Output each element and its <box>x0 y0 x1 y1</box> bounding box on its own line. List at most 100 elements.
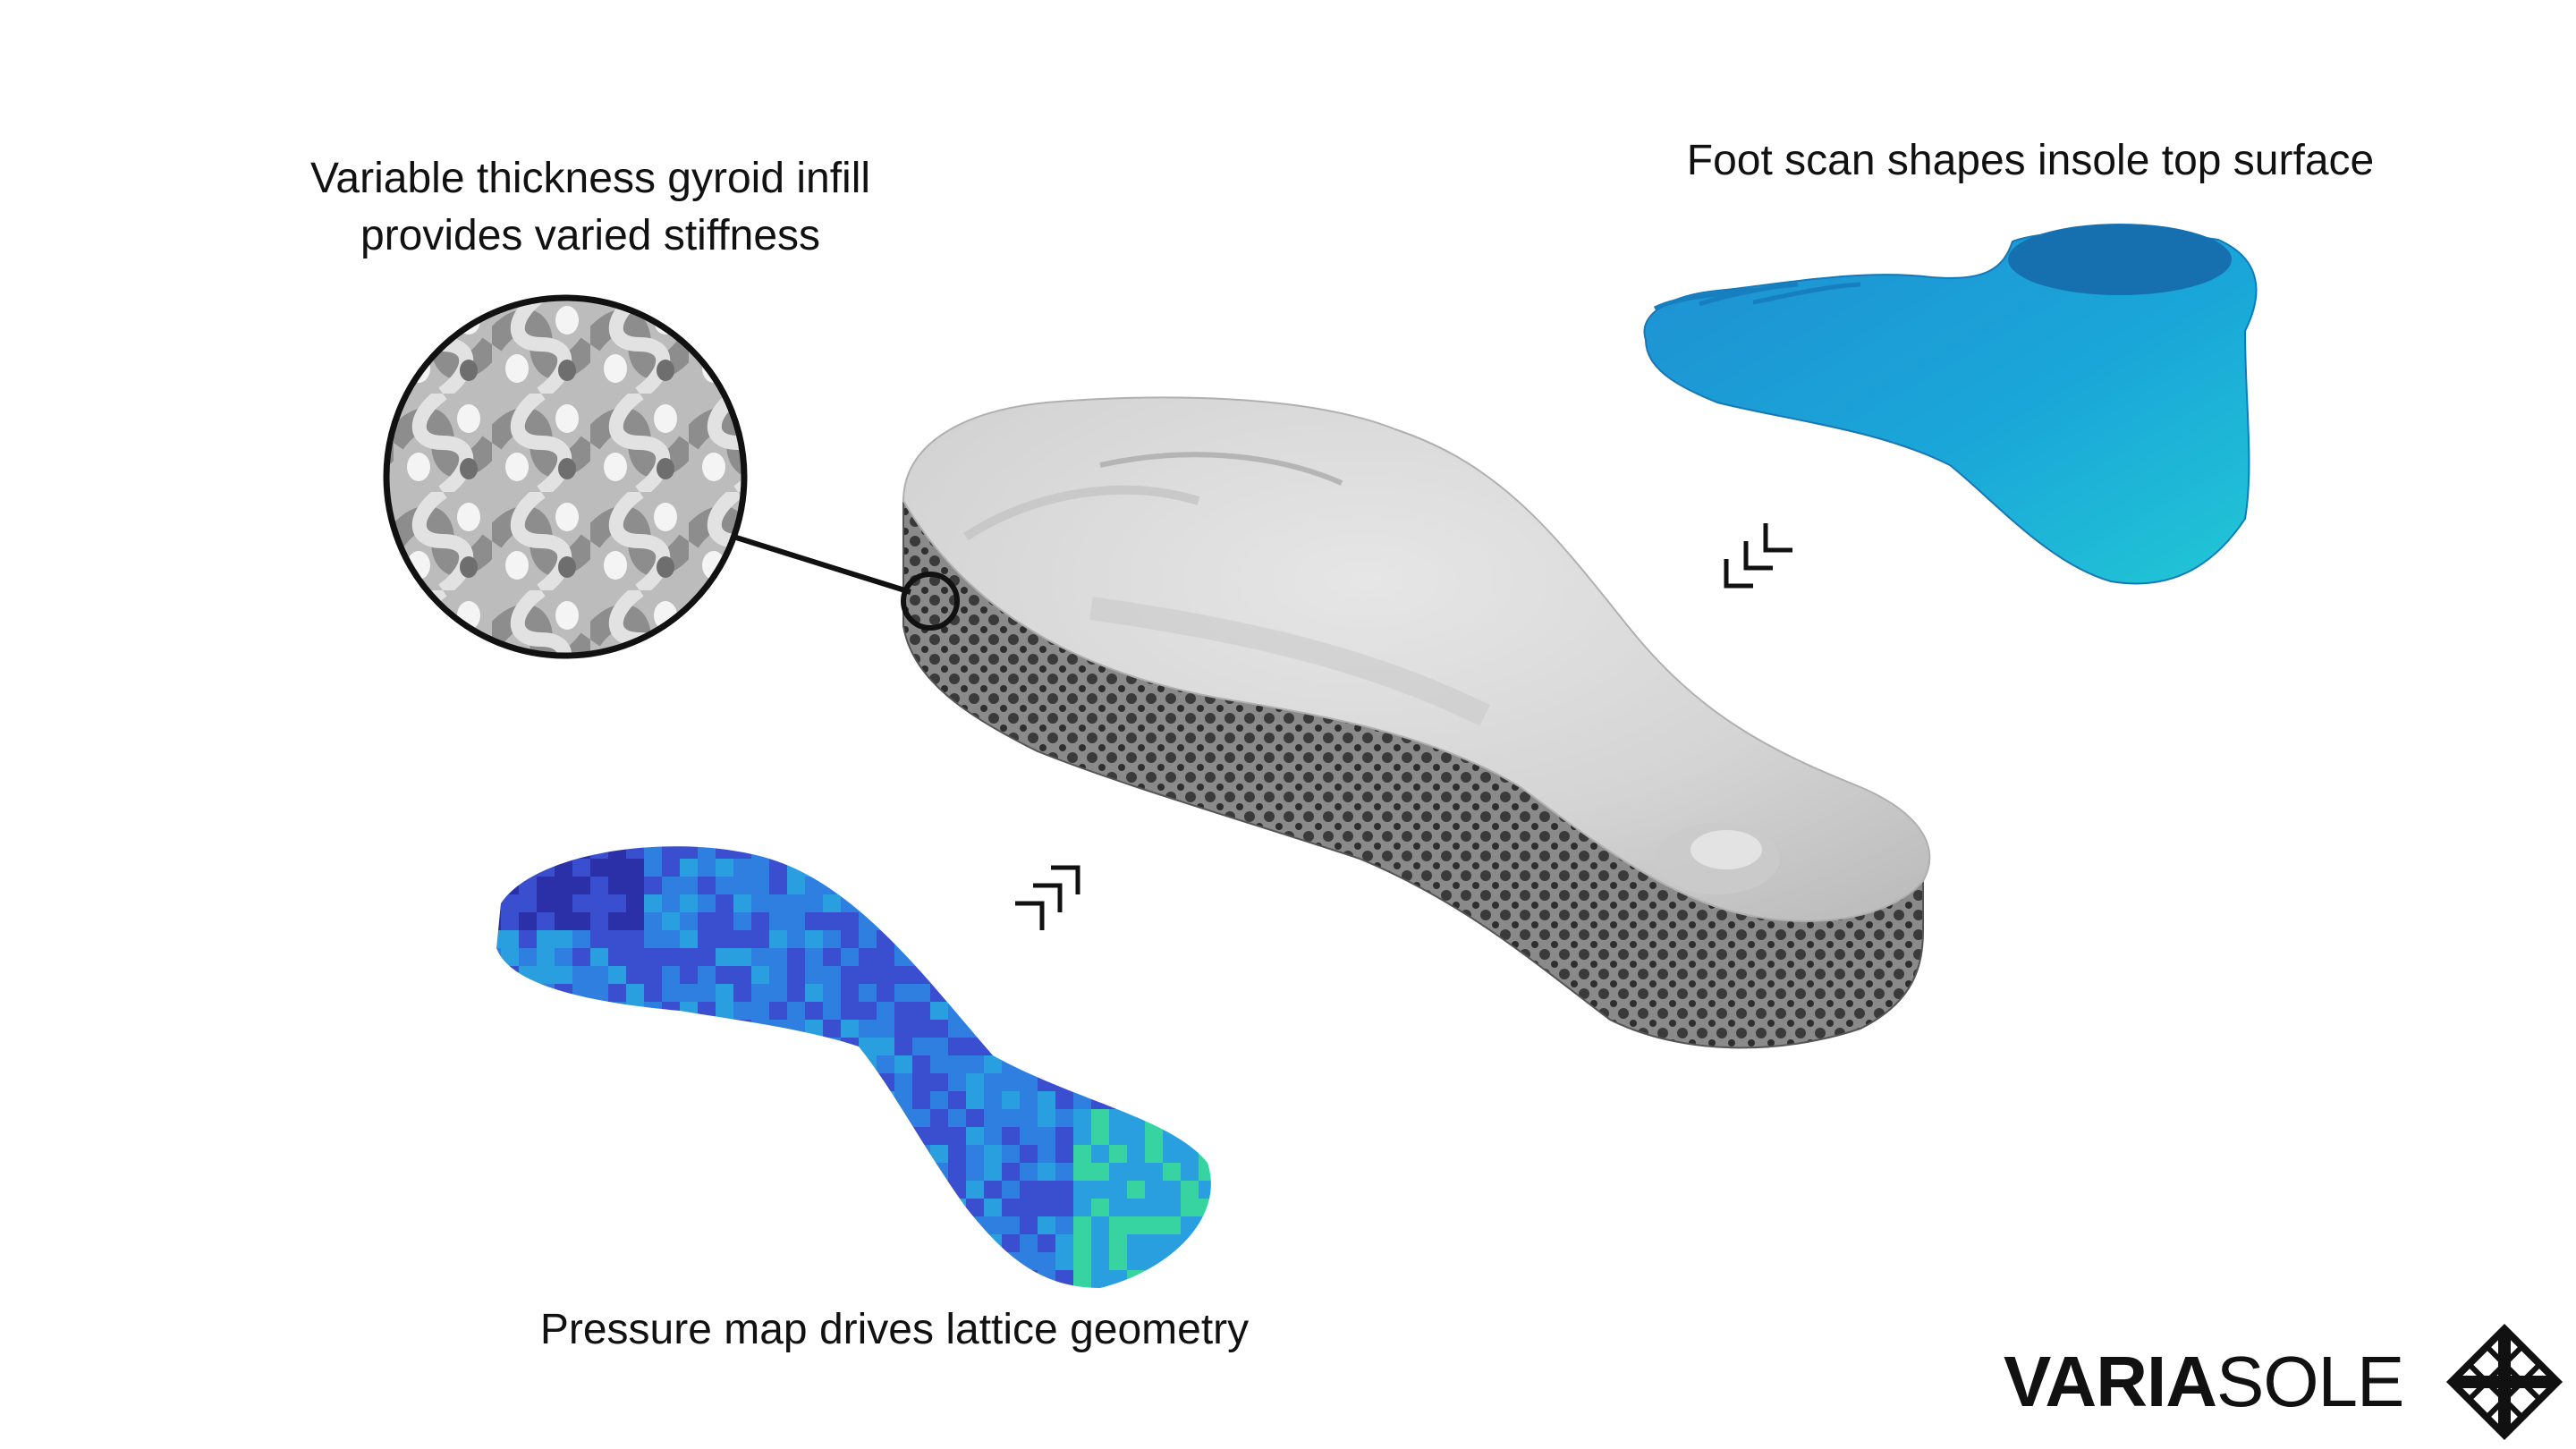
pressure-cell <box>662 1252 680 1270</box>
pressure-cell <box>984 948 1002 966</box>
pressure-cell <box>555 859 572 877</box>
pressure-cell <box>841 1163 859 1181</box>
pressure-cell <box>769 966 787 984</box>
pressure-cell <box>716 1055 733 1073</box>
pressure-cell <box>537 1181 555 1199</box>
pressure-cell <box>1073 1073 1091 1091</box>
pressure-cell <box>1055 948 1073 966</box>
pressure-cell <box>805 823 823 841</box>
pressure-cell <box>608 823 626 841</box>
pressure-cell <box>698 966 716 984</box>
pressure-cell <box>1163 1020 1181 1038</box>
pressure-cell <box>1091 1109 1109 1127</box>
pressure-cell <box>590 1270 608 1288</box>
pressure-cell <box>1127 930 1145 948</box>
pressure-cell <box>769 1270 787 1288</box>
pressure-cell <box>787 1145 805 1163</box>
pressure-cell <box>1127 846 1145 859</box>
pressure-cell <box>841 877 859 894</box>
pressure-cell <box>626 1181 644 1199</box>
pressure-cell <box>1002 859 1020 877</box>
pressure-cell <box>1163 1199 1181 1216</box>
pressure-cell <box>519 1002 537 1020</box>
pressure-cell <box>787 1252 805 1270</box>
pressure-cell <box>1145 1270 1163 1288</box>
pressure-cell <box>733 1216 751 1234</box>
pressure-cell <box>1038 948 1055 966</box>
pressure-cell <box>805 1073 823 1091</box>
pressure-cell <box>751 1127 769 1145</box>
pressure-cell <box>984 877 1002 894</box>
pressure-cell <box>716 1163 733 1181</box>
pressure-cell <box>555 1199 572 1216</box>
pressure-cell <box>966 984 984 1002</box>
pressure-cell <box>1181 846 1199 859</box>
pressure-cell <box>1055 912 1073 930</box>
pressure-cell <box>1199 1002 1211 1020</box>
pressure-cell <box>608 894 626 912</box>
pressure-cell <box>1091 1163 1109 1181</box>
pressure-cell <box>1216 948 1234 966</box>
zoom-target-ring <box>901 572 960 631</box>
pressure-cell <box>1091 1288 1109 1306</box>
pressure-cell <box>1091 1020 1109 1038</box>
pressure-cell <box>1181 1163 1199 1181</box>
pressure-cell <box>501 984 519 1002</box>
pressure-cell <box>1199 846 1211 859</box>
pressure-cell <box>1055 846 1073 859</box>
pressure-cell <box>608 1055 626 1073</box>
pressure-cell <box>1216 984 1234 1002</box>
pressure-cell <box>1163 930 1181 948</box>
pressure-cell <box>519 1288 537 1306</box>
pressure-cell <box>590 1199 608 1216</box>
pressure-cell <box>680 846 698 859</box>
pressure-cell <box>1020 1163 1038 1181</box>
pressure-cell <box>590 823 608 841</box>
pressure-cell <box>787 1038 805 1055</box>
pressure-cell <box>1055 1216 1073 1234</box>
pressure-cell <box>1109 1109 1127 1127</box>
pressure-cell <box>930 1270 948 1288</box>
pressure-cell <box>1127 1055 1145 1073</box>
pressure-cell <box>877 984 894 1002</box>
pressure-cell <box>1109 846 1127 859</box>
pressure-cell <box>1020 930 1038 948</box>
pressure-cell <box>1109 1055 1127 1073</box>
pressure-cell <box>496 1055 501 1073</box>
pressure-cell <box>769 930 787 948</box>
pressure-cell <box>1216 859 1234 877</box>
pressure-cell <box>626 1127 644 1145</box>
pressure-cell <box>1055 1270 1073 1288</box>
pressure-cell <box>733 1234 751 1252</box>
pressure-cell <box>1091 1145 1109 1163</box>
pressure-cell <box>912 1199 930 1216</box>
pressure-cell <box>1055 1288 1073 1306</box>
pressure-cell <box>716 1145 733 1163</box>
pressure-cell <box>716 894 733 912</box>
pressure-cell <box>608 1288 626 1306</box>
pressure-cell <box>894 877 912 894</box>
pressure-cell <box>555 846 572 859</box>
pressure-cell <box>894 1199 912 1216</box>
pressure-cell <box>877 1109 894 1127</box>
pressure-cell <box>572 930 590 948</box>
pressure-cell <box>769 1109 787 1127</box>
pressure-cell <box>733 877 751 894</box>
pressure-cell <box>590 1073 608 1091</box>
pressure-cell <box>1127 823 1145 841</box>
pressure-cell <box>496 1163 501 1181</box>
pressure-cell <box>644 1073 662 1091</box>
pressure-cell <box>1163 948 1181 966</box>
pressure-cell <box>590 912 608 930</box>
pressure-cell <box>1020 1002 1038 1020</box>
pressure-cell <box>877 859 894 877</box>
pressure-cell <box>948 1163 966 1181</box>
pressure-cell <box>894 1288 912 1306</box>
pressure-cell <box>608 1109 626 1127</box>
pressure-cell <box>608 1234 626 1252</box>
pressure-cell <box>716 1073 733 1091</box>
pressure-cell <box>590 877 608 894</box>
pressure-cell <box>859 1091 877 1109</box>
pressure-cell <box>912 1216 930 1234</box>
pressure-cell <box>1002 1109 1020 1127</box>
